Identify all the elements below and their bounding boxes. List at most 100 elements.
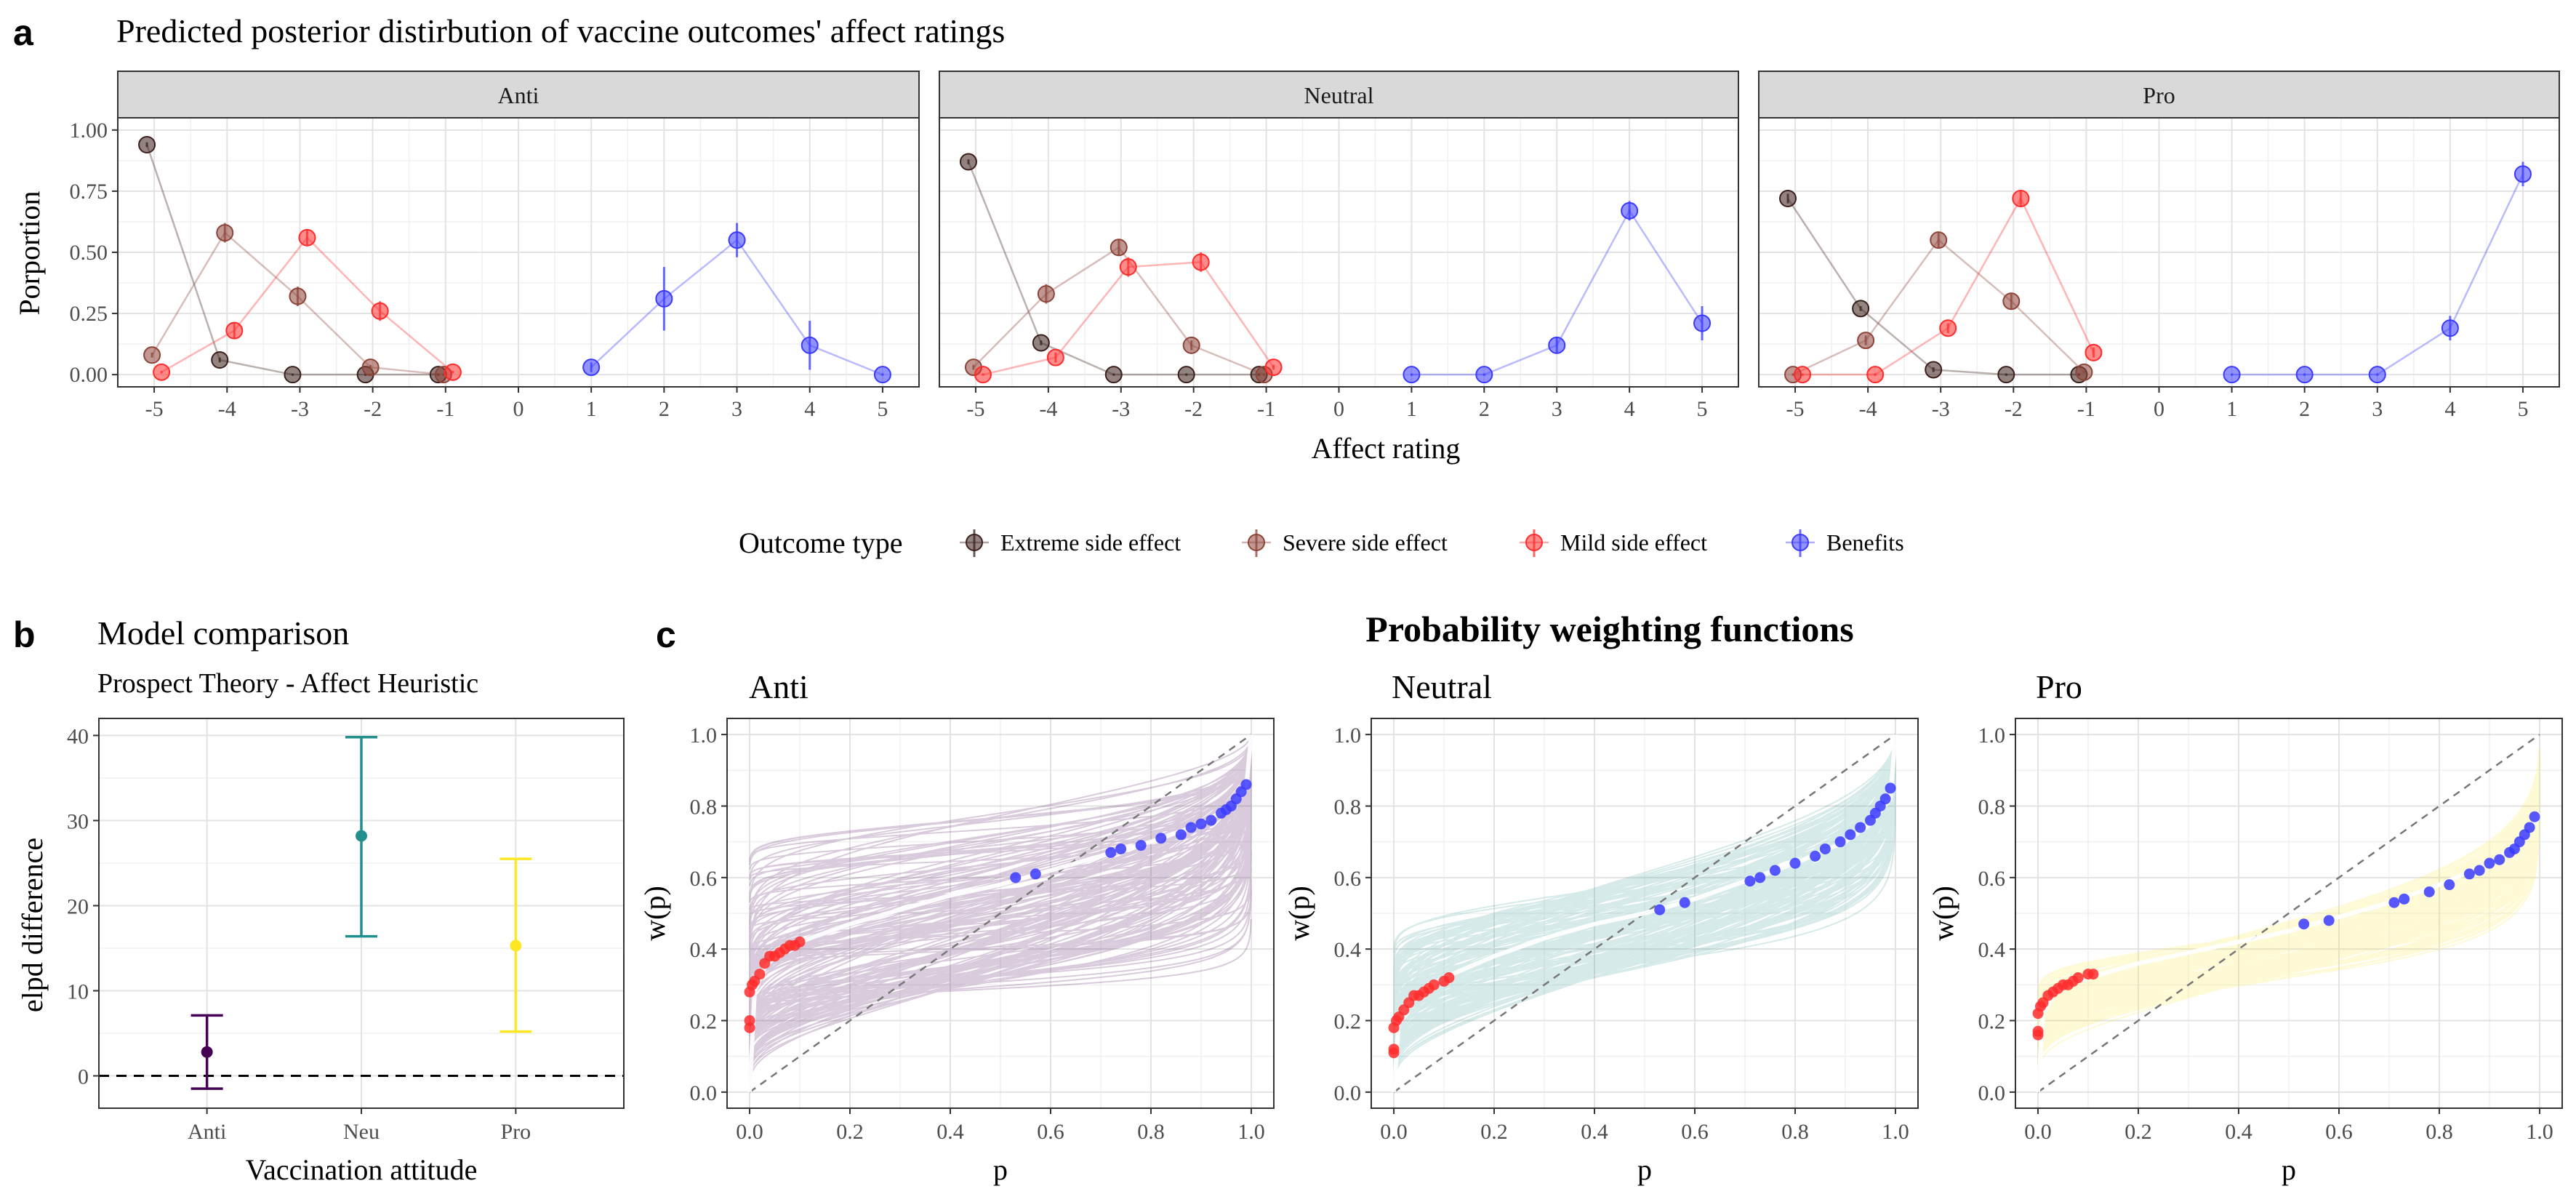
x-tick-label: -4 (218, 397, 236, 421)
plot-border (1371, 718, 1919, 1109)
posterior-draw (2037, 806, 2540, 1022)
posterior-draw (1393, 765, 1896, 993)
posterior-draw (749, 742, 1252, 1036)
legend-label: Mild side effect (1560, 529, 1707, 556)
plot-border (726, 718, 1275, 1109)
facet-c-anti: Anti 0.0 0.2 0.4 0.6 0.8 1.0 0.0 0.2 0.4 0.6 0.8 1.0… (638, 668, 1275, 1186)
posterior-draw (1393, 772, 1896, 1050)
posterior-draw (2037, 769, 2540, 1031)
gain-probability-point (2529, 811, 2540, 822)
posterior-draw (2037, 767, 2540, 1059)
data-point (2368, 366, 2386, 384)
data-point (143, 346, 161, 364)
x-tick-label: -4 (1039, 397, 1057, 421)
posterior-draw (1393, 761, 1896, 1060)
data-point (1119, 258, 1137, 276)
data-point (1779, 190, 1797, 207)
y-tick-label: 0.0 (1334, 1081, 1362, 1105)
posterior-draw (1393, 763, 1896, 1021)
posterior-draw (749, 814, 1252, 1009)
x-tick-label: 1 (2226, 397, 2237, 421)
posterior-draw (2037, 772, 2540, 1043)
posterior-draw (1393, 740, 1896, 1017)
posterior-draw (749, 764, 1252, 1064)
data-point (2085, 343, 2103, 361)
loss-probability-point (744, 1015, 755, 1027)
posterior-draw (2037, 766, 2540, 1056)
panel-tag-c: c (656, 614, 676, 655)
posterior-draw (2037, 764, 2540, 1062)
posterior-draw (749, 740, 1252, 988)
y-tick-label: 0.4 (1334, 938, 1362, 962)
posterior-draw (2037, 785, 2540, 1035)
posterior-draw (749, 752, 1252, 1041)
posterior-draw (2037, 792, 2540, 1027)
posterior-draw (1393, 774, 1896, 1004)
posterior-draw (2037, 790, 2540, 1046)
posterior-draw (749, 741, 1252, 950)
posterior-draw (2037, 750, 2540, 1067)
panel-a-ylabel: Porportion (13, 191, 46, 315)
y-tick-label: 0.2 (1978, 1010, 2006, 1034)
series-benefits (1403, 201, 1712, 384)
gain-probability-point (1105, 846, 1117, 858)
posterior-draw (749, 759, 1252, 979)
posterior-draw (2037, 814, 2540, 1013)
x-tick-label: 1.0 (2526, 1120, 2553, 1144)
posterior-draw (2037, 805, 2540, 1002)
legend-key-point (966, 534, 983, 551)
posterior-draw (1393, 756, 1896, 1022)
posterior-draw (2037, 748, 2540, 1045)
posterior-draw (1393, 749, 1896, 1069)
posterior-draw (2037, 796, 2540, 1041)
posterior-draw (749, 879, 1252, 953)
data-point (284, 366, 302, 384)
posterior-draw (749, 761, 1252, 899)
posterior-draw (749, 806, 1252, 1025)
x-axis-label: p (993, 1153, 1008, 1186)
posterior-draw (749, 834, 1252, 952)
strip-label: Pro (2143, 82, 2175, 108)
posterior-draw (1393, 755, 1896, 1059)
y-tick-label: 0.6 (1978, 867, 2006, 891)
strip-label: Anti (498, 82, 539, 108)
posterior-draw (2037, 775, 2540, 1048)
posterior-draw (1393, 743, 1896, 1064)
posterior-draw (749, 736, 1252, 953)
series-severe-side-effect (1784, 231, 2093, 384)
posterior-draw (749, 851, 1252, 910)
posterior-draw (2037, 772, 2540, 1030)
y-tick-label: 0.2 (1334, 1010, 1362, 1034)
posterior-draw (749, 739, 1252, 981)
posterior-draw (749, 742, 1252, 1035)
posterior-draw (749, 742, 1252, 1029)
posterior-draw (2037, 817, 2540, 1028)
posterior-draw (1393, 756, 1896, 1018)
x-tick-label: 1 (1406, 397, 1417, 421)
posterior-draw (2037, 796, 2540, 1001)
data-point (361, 358, 380, 377)
posterior-draw (1393, 741, 1896, 1009)
posterior-draw (2037, 801, 2540, 1043)
data-point (1104, 366, 1123, 384)
data-point (1939, 319, 1957, 337)
x-tick-label: 0 (2154, 397, 2164, 421)
posterior-draw (749, 756, 1252, 1066)
posterior-draw (2037, 753, 2540, 1048)
x-tick-label: 2 (1479, 397, 1490, 421)
posterior-draw (749, 746, 1252, 1061)
posterior-draw (2037, 748, 2540, 1043)
posterior-draw (2037, 748, 2540, 1040)
loss-probability-point (794, 936, 806, 947)
strip-bg (939, 71, 1739, 119)
posterior-draw (1393, 749, 1896, 1006)
x-tick-label: -2 (2005, 397, 2023, 421)
posterior-draw (749, 748, 1252, 1078)
x-tick-label: 0.6 (1037, 1120, 1064, 1144)
outcome-type-legend: Outcome type Extreme side effect Severe s… (739, 526, 1904, 559)
x-tick-label: 3 (731, 397, 742, 421)
posterior-draw (1393, 747, 1896, 1022)
posterior-draw (2037, 769, 2540, 1035)
posterior-draw (749, 747, 1252, 958)
legend-item-severe-side-effect: Severe side effect (1242, 529, 1448, 557)
